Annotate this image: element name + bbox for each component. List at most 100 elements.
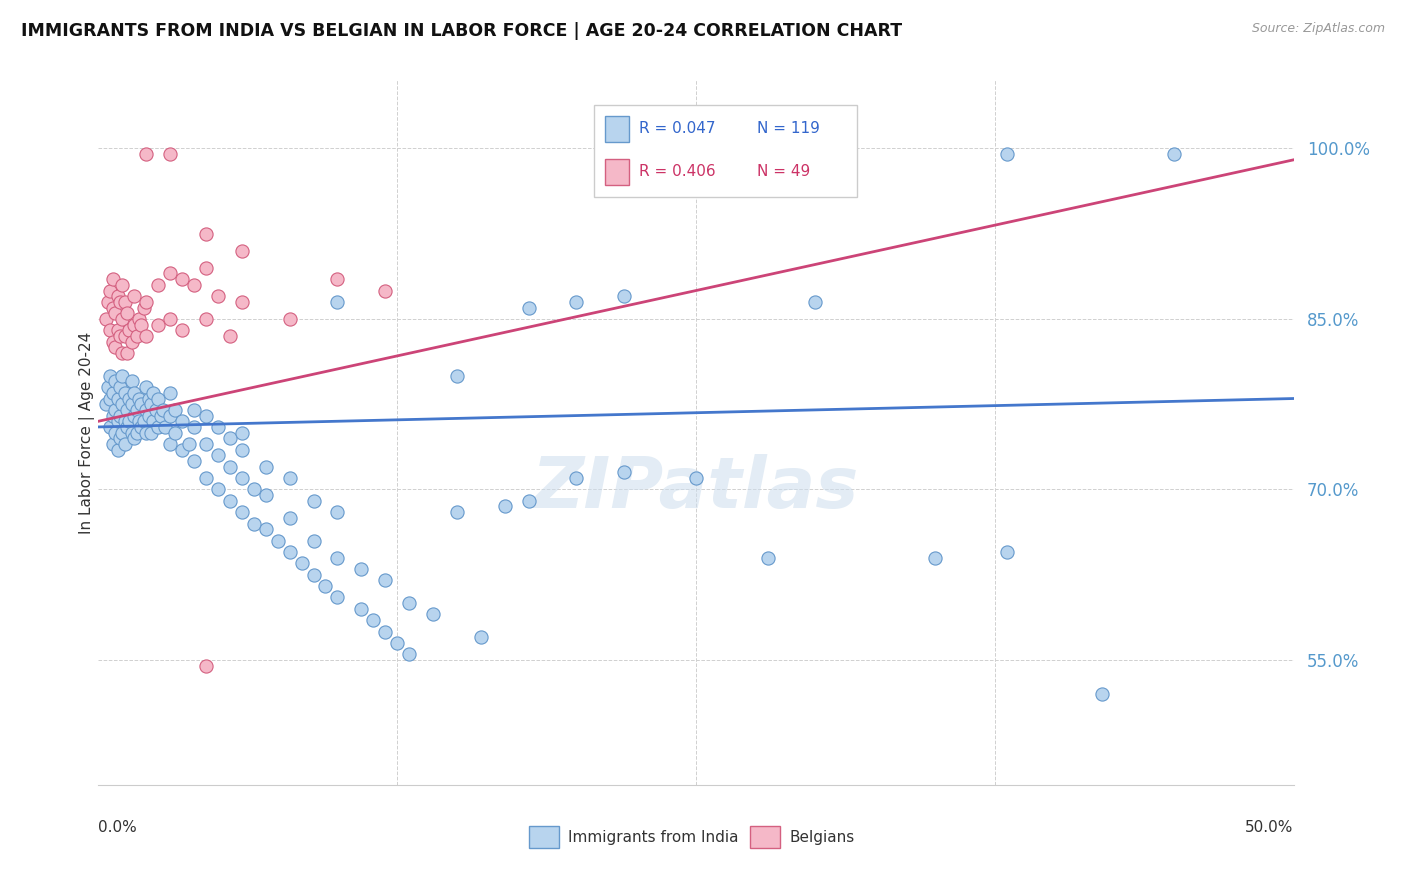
Point [131, 420, 153, 434]
Point [302, 493, 325, 508]
Point [111, 277, 134, 292]
Point [107, 323, 129, 337]
Point [278, 471, 301, 485]
Point [135, 147, 157, 161]
Point [115, 346, 138, 360]
Point [804, 294, 827, 309]
Point [118, 392, 141, 406]
Point [565, 471, 588, 485]
Point [142, 414, 165, 428]
Point [278, 312, 301, 326]
Point [446, 505, 468, 519]
Point [118, 323, 141, 337]
Point [145, 403, 167, 417]
Point [98, 284, 122, 298]
Point [219, 459, 242, 474]
Point [98, 392, 122, 406]
Point [131, 397, 153, 411]
Point [398, 596, 420, 610]
Point [243, 483, 266, 497]
Point [152, 403, 174, 417]
Point [111, 368, 134, 383]
Point [155, 420, 177, 434]
Point [195, 227, 218, 241]
Point [138, 392, 160, 406]
Point [363, 613, 385, 627]
Point [254, 488, 277, 502]
Point [98, 368, 122, 383]
Point [422, 607, 444, 622]
Point [121, 397, 143, 411]
Point [101, 437, 124, 451]
Point [125, 403, 148, 417]
Point [101, 301, 124, 315]
Point [326, 550, 349, 565]
Point [326, 294, 349, 309]
Point [125, 329, 148, 343]
Point [207, 289, 229, 303]
Text: Belgians: Belgians [789, 830, 855, 845]
Point [159, 267, 181, 281]
Point [756, 550, 779, 565]
Point [685, 471, 707, 485]
Point [326, 272, 349, 286]
Point [149, 409, 172, 423]
Point [138, 409, 160, 423]
Point [302, 567, 325, 582]
Point [219, 329, 242, 343]
Point [195, 471, 218, 485]
Text: 50.0%: 50.0% [1246, 821, 1294, 835]
Point [231, 442, 253, 457]
Point [302, 533, 325, 548]
Point [135, 329, 157, 343]
Point [97, 380, 120, 394]
Point [231, 244, 253, 258]
Point [183, 277, 205, 292]
Point [107, 289, 129, 303]
Point [159, 409, 181, 423]
Point [131, 318, 153, 332]
Point [254, 459, 277, 474]
Point [101, 385, 124, 400]
Point [374, 624, 396, 639]
Point [139, 425, 162, 440]
Point [135, 380, 157, 394]
Point [135, 403, 157, 417]
Point [219, 431, 242, 445]
Point [172, 442, 194, 457]
Point [374, 574, 396, 588]
Point [148, 318, 170, 332]
Point [172, 323, 194, 337]
Point [108, 294, 131, 309]
Point [1163, 147, 1185, 161]
Point [114, 329, 136, 343]
Point [470, 630, 492, 644]
FancyBboxPatch shape [529, 826, 558, 848]
Point [195, 409, 218, 423]
Point [517, 301, 540, 315]
Point [195, 658, 218, 673]
Point [613, 466, 636, 480]
Point [111, 425, 134, 440]
Point [278, 545, 301, 559]
Point [108, 431, 131, 445]
Point [132, 414, 155, 428]
Point [94, 312, 117, 326]
Point [159, 312, 181, 326]
Point [114, 385, 136, 400]
Point [111, 397, 134, 411]
Point [97, 294, 120, 309]
Point [179, 437, 201, 451]
Point [98, 323, 122, 337]
Point [148, 392, 170, 406]
Point [104, 403, 127, 417]
Point [804, 147, 827, 161]
Point [124, 409, 146, 423]
Point [163, 403, 186, 417]
Point [163, 425, 186, 440]
Point [613, 289, 636, 303]
Text: 0.0%: 0.0% [98, 821, 138, 835]
Point [231, 505, 253, 519]
Point [207, 420, 229, 434]
Point [114, 437, 136, 451]
